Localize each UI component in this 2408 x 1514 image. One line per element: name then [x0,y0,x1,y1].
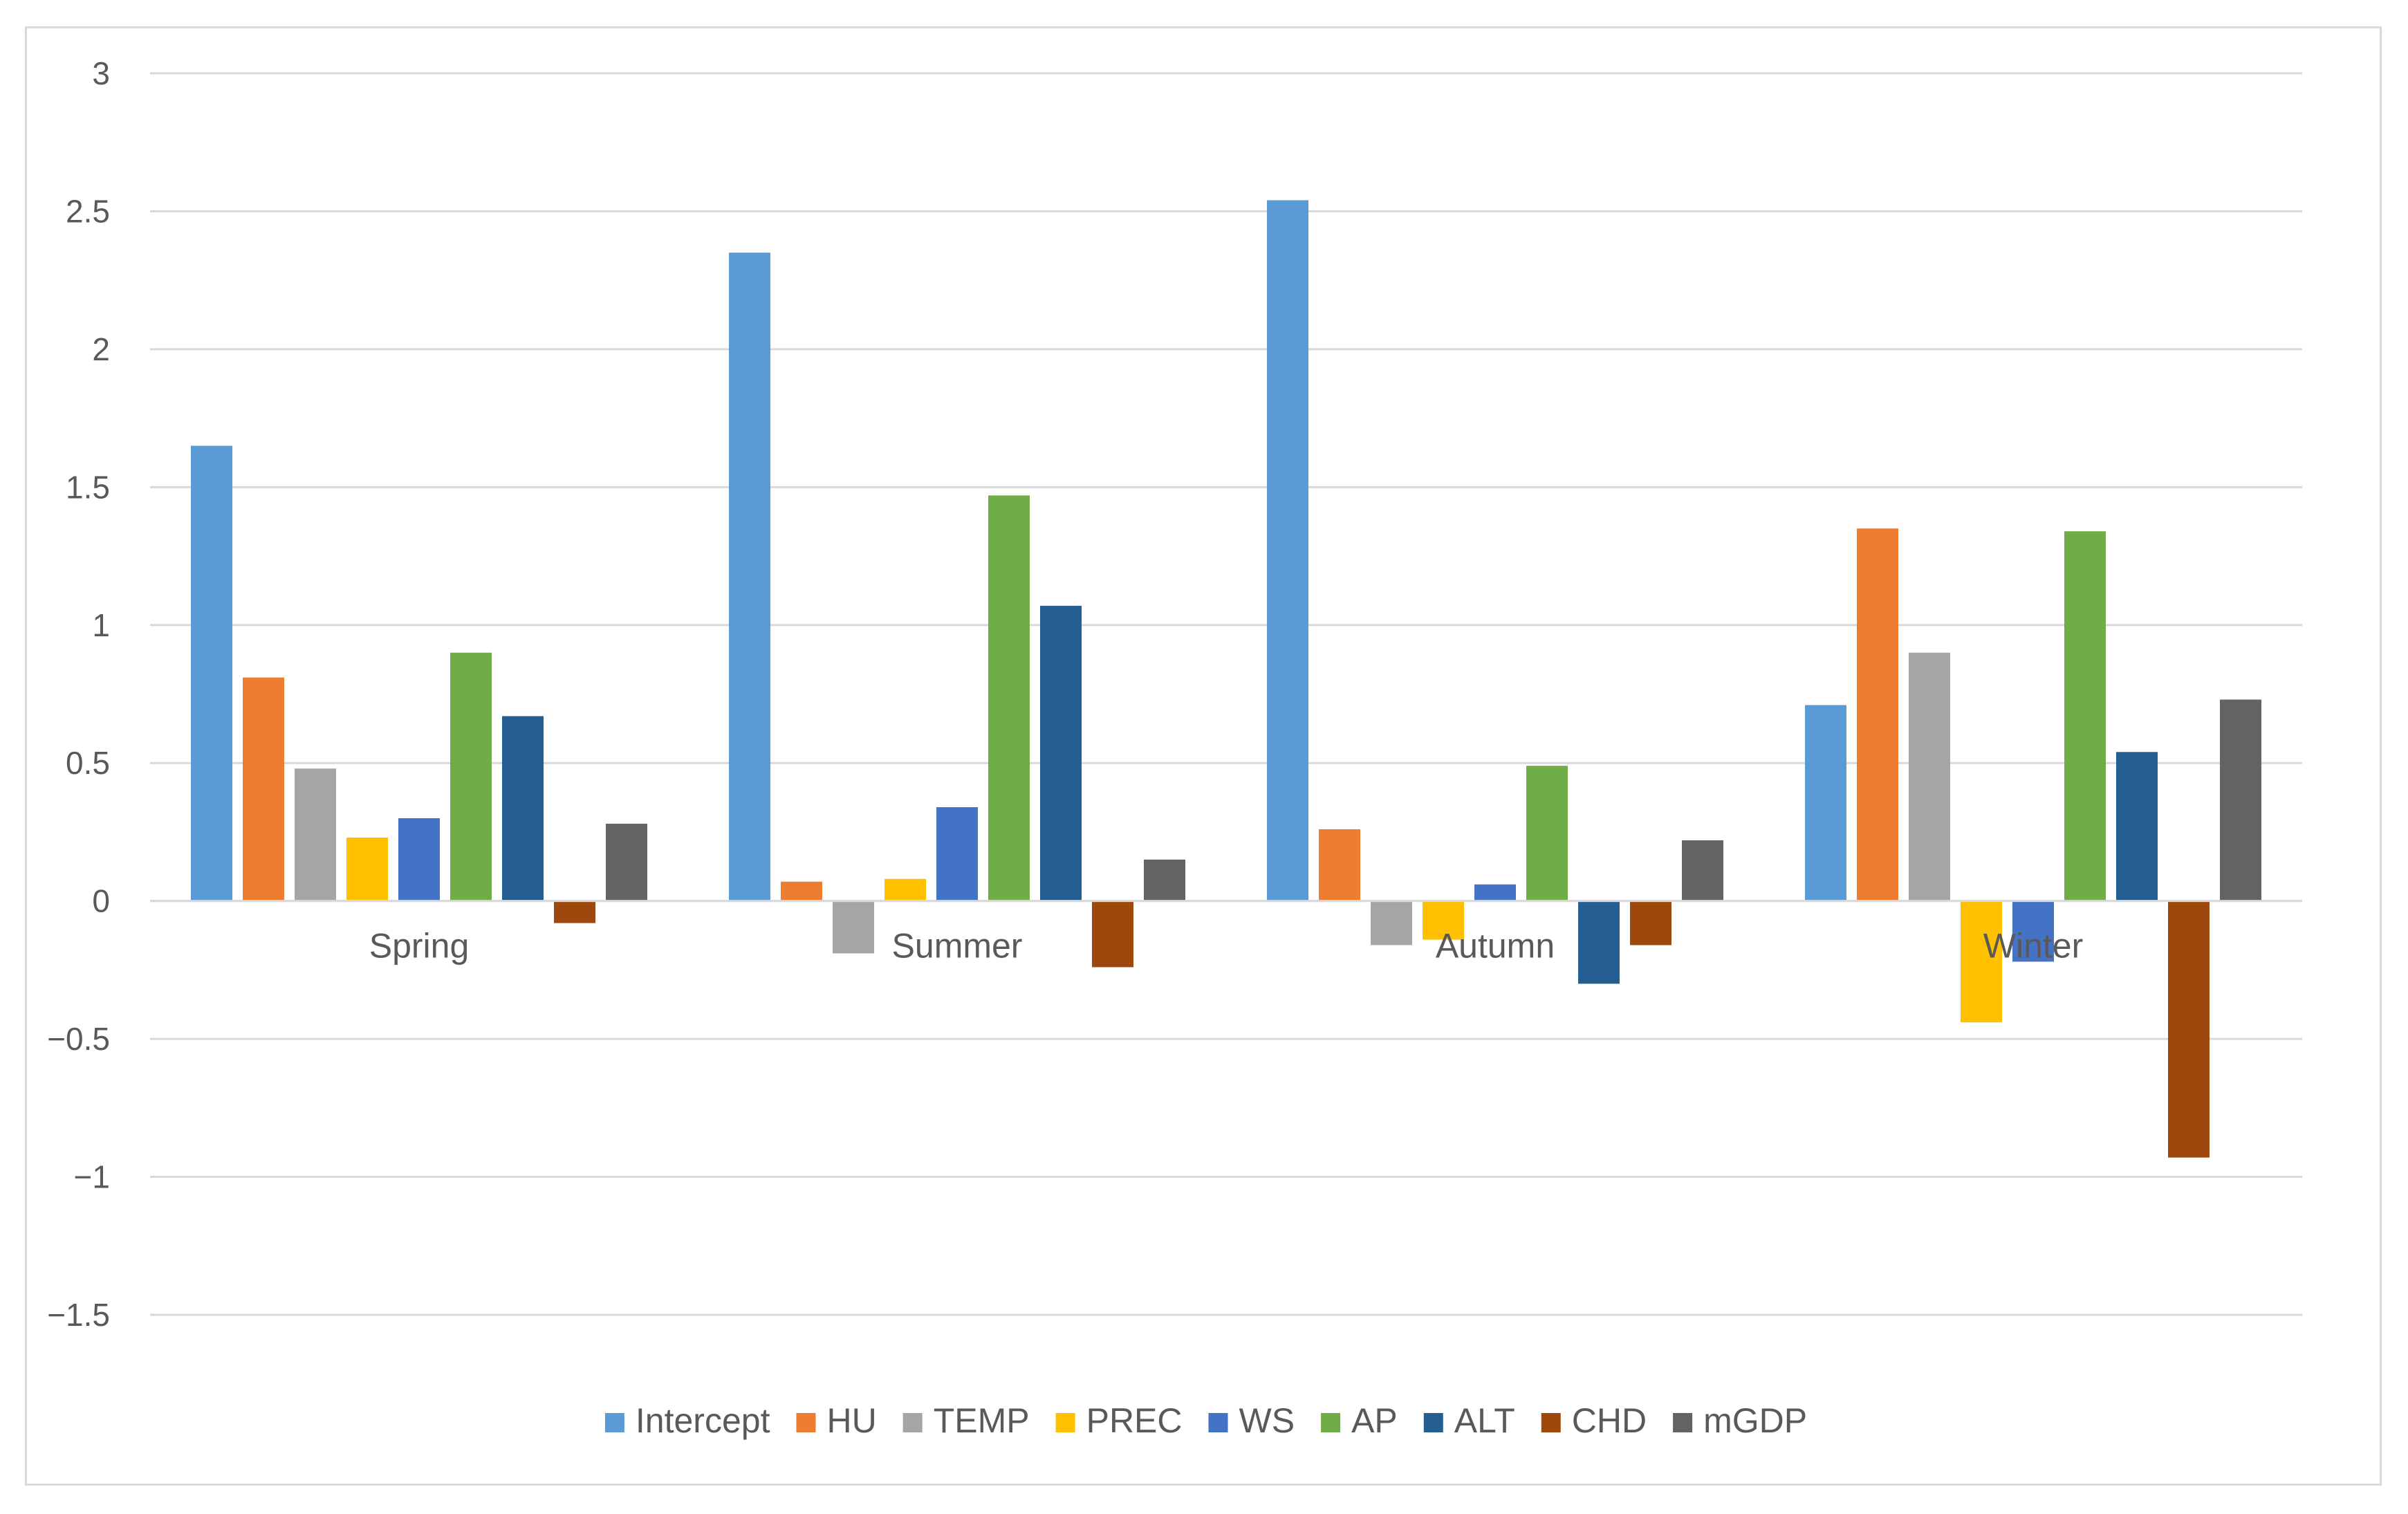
bar-ap-winter [2064,531,2106,901]
y-tick-label: 2.5 [66,193,110,229]
bar-mgdp-summer [1144,859,1185,901]
bar-chd-autumn [1630,901,1671,945]
legend-swatch [1423,1413,1443,1432]
bar-temp-winter [1909,652,1950,901]
bar-mgdp-spring [606,823,647,901]
bar-alt-summer [1040,605,1082,901]
legend: Intercept HU TEMP PREC WS AP ALT CHD mGDP [604,1401,1807,1440]
bar-ws-spring [398,818,440,901]
legend-item-mgdp: mGDP [1673,1401,1807,1440]
legend-swatch [1321,1413,1341,1432]
y-tick-label: 1 [92,607,110,643]
bar-intercept-spring [191,445,232,901]
bar-ap-summer [988,495,1030,901]
bar-alt-spring [502,716,544,901]
legend-swatch [902,1413,923,1432]
bar-ap-autumn [1526,766,1568,901]
legend-item-ws: WS [1208,1401,1295,1440]
bar-intercept-autumn [1267,200,1308,901]
legend-swatch [604,1413,624,1432]
y-tick-label: −0.5 [47,1021,110,1057]
legend-swatch [796,1413,816,1432]
y-tick-label: 0.5 [66,745,110,781]
bar-prec-autumn [1423,901,1464,940]
legend-item-ap: AP [1321,1401,1398,1440]
bar-chd-winter [2168,901,2210,1158]
bar-intercept-summer [729,252,770,901]
legend-label: ALT [1454,1401,1515,1440]
bar-ws-summer [936,807,978,901]
bar-hu-summer [781,881,822,901]
bar-chd-spring [554,901,595,923]
bar-temp-summer [833,901,874,954]
bar-hu-autumn [1319,829,1360,901]
legend-item-prec: PREC [1055,1401,1183,1440]
bar-prec-summer [885,878,926,901]
y-tick-label: 3 [92,55,110,91]
legend-label: CHD [1572,1401,1647,1440]
category-label-autumn: Autumn [1436,927,1555,966]
bar-hu-winter [1857,528,1898,901]
legend-item-chd: CHD [1541,1401,1647,1440]
legend-label: AP [1351,1401,1398,1440]
legend-label: WS [1239,1401,1295,1440]
category-label-summer: Summer [892,927,1023,966]
bar-hu-spring [243,677,284,901]
bar-prec-spring [346,837,388,901]
bars [150,200,2302,1158]
legend-label: TEMP [934,1401,1030,1440]
legend-label: HU [826,1401,876,1440]
y-tick-label: −1 [74,1159,110,1195]
y-axis-tick-labels: 3 2.5 2 1.5 1 0.5 0 −0.5 −1 −1.5 [47,55,110,1333]
bar-mgdp-autumn [1682,840,1723,901]
bar-alt-winter [2116,752,2158,901]
bar-alt-autumn [1578,901,1620,984]
legend-label: mGDP [1703,1401,1807,1440]
bar-temp-autumn [1371,901,1412,945]
category-label-winter: Winter [1983,927,2083,966]
bar-chd-summer [1092,901,1133,968]
legend-item-intercept: Intercept [604,1401,770,1440]
legend-item-alt: ALT [1423,1401,1515,1440]
legend-item-temp: TEMP [902,1401,1030,1440]
bar-temp-spring [295,768,336,901]
bar-prec-winter [1961,901,2002,1023]
bar-intercept-winter [1805,705,1846,901]
y-tick-label: 1.5 [66,469,110,505]
legend-swatch [1208,1413,1228,1432]
legend-swatch [1673,1413,1693,1432]
legend-label: Intercept [636,1401,770,1440]
bar-ws-winter [2012,901,2054,962]
category-labels: Spring Summer Autumn Winter [369,927,2084,966]
legend-swatch [1055,1413,1075,1432]
legend-swatch [1541,1413,1561,1432]
legend-label: PREC [1086,1401,1183,1440]
bar-ap-spring [450,652,492,901]
bar-ws-autumn [1474,884,1516,901]
y-tick-label: 2 [92,331,110,367]
bar-chart: 3 2.5 2 1.5 1 0.5 0 −0.5 −1 −1.5 Spring Summer Autu… [47,55,2302,1440]
y-tick-label: 0 [92,883,110,919]
category-label-spring: Spring [369,927,470,966]
legend-item-hu: HU [796,1401,877,1440]
bar-mgdp-winter [2220,699,2261,901]
chart-frame: 3 2.5 2 1.5 1 0.5 0 −0.5 −1 −1.5 Spring Summer Autu… [25,26,2382,1486]
y-tick-label: −1.5 [47,1297,110,1333]
